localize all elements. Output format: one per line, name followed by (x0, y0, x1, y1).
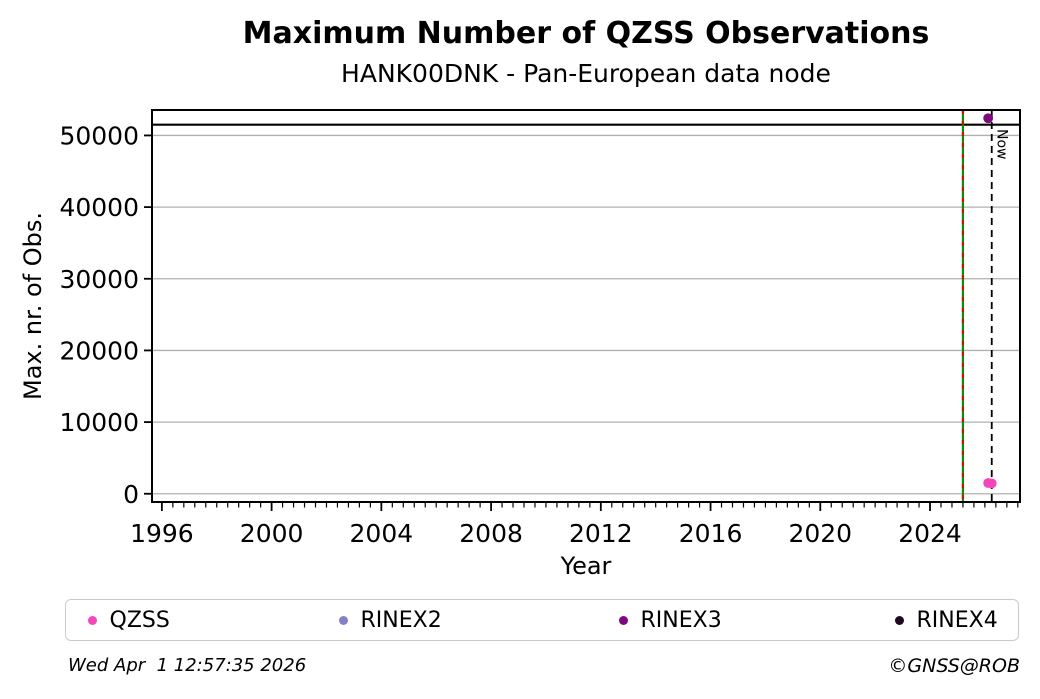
qzss-marker-icon (87, 615, 97, 625)
x-tick-label: 2008 (459, 519, 523, 548)
chart-subtitle: HANK00DNK - Pan-European data node (341, 59, 831, 88)
x-tick-label: 2012 (569, 519, 633, 548)
chart-title: Maximum Number of QZSS Observations (242, 16, 930, 51)
footer-timestamp: Wed Apr 1 12:57:35 2026 (68, 655, 307, 676)
x-axis-label: Year (560, 552, 612, 580)
x-tick-label: 2024 (898, 519, 962, 548)
legend-entry-rinex2: RINEX2 (338, 600, 442, 640)
legend-entry-qzss: QZSS (87, 600, 170, 640)
y-tick-label: 10000 (59, 408, 139, 437)
y-tick-label: 0 (123, 480, 139, 509)
legend-label: RINEX2 (360, 607, 442, 633)
rinex4-marker-icon (894, 615, 904, 625)
y-tick-label: 30000 (59, 265, 139, 294)
x-tick-label: 2016 (679, 519, 743, 548)
y-axis-label: Max. nr. of Obs. (19, 211, 47, 401)
legend-label: RINEX4 (916, 607, 998, 633)
legend-label: QZSS (109, 607, 170, 633)
y-tick-label: 50000 (59, 121, 139, 150)
x-tick-label: 2020 (788, 519, 852, 548)
y-tick-label: 20000 (59, 336, 139, 365)
x-tick-label: 2000 (240, 519, 304, 548)
data-point-rinex3 (983, 113, 994, 124)
rinex2-marker-icon (338, 615, 348, 625)
footer-credit: ©GNSS@ROB (888, 655, 1020, 677)
legend-entry-rinex3: RINEX3 (618, 600, 722, 640)
x-tick-label: 1996 (130, 519, 194, 548)
plot-border (151, 109, 1021, 503)
legend-entry-rinex4: RINEX4 (894, 600, 998, 640)
legend-label: RINEX3 (640, 607, 722, 633)
y-tick-label: 40000 (59, 193, 139, 222)
x-tick-label: 2004 (350, 519, 414, 548)
now-label: Now (994, 129, 1010, 160)
rinex3-marker-icon (618, 615, 628, 625)
legend: QZSS RINEX2 RINEX3 RINEX4 (65, 599, 1019, 641)
data-point-qzss (986, 478, 997, 489)
